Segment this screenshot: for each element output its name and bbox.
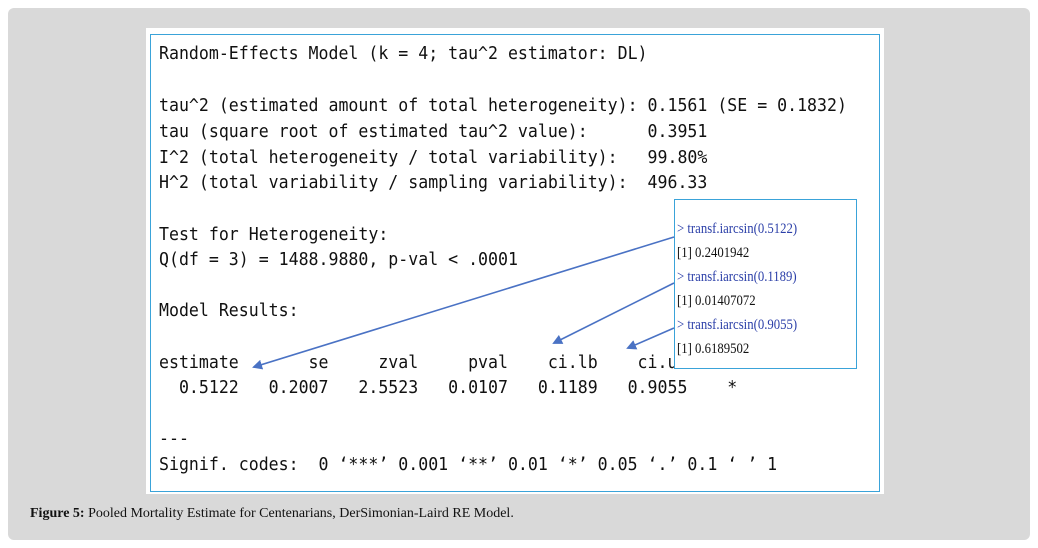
signif-codes-line: Signif. codes: 0 ‘***’ 0.001 ‘**’ 0.01 ‘… <box>159 454 778 475</box>
console-result-2: [1] 0.01407072 <box>677 293 756 309</box>
console-command-3: > transf.iarcsin(0.9055) <box>677 317 798 333</box>
caption-label: Figure 5: <box>30 506 85 521</box>
console-result-3: [1] 0.6189502 <box>677 341 750 357</box>
model-header-line: Random-Effects Model (k = 4; tau^2 estim… <box>159 43 648 64</box>
i2-line: I^2 (total heterogeneity / total variabi… <box>159 147 708 168</box>
tau2-line: tau^2 (estimated amount of total heterog… <box>159 95 847 116</box>
results-header-row: estimate se zval pval ci.lb ci.ub <box>159 352 688 373</box>
results-value-row: 0.5122 0.2007 2.5523 0.0107 0.1189 0.905… <box>159 377 738 398</box>
r-output-box <box>150 34 880 492</box>
console-command-2: > transf.iarcsin(0.1189) <box>677 269 797 285</box>
q-test-line: Q(df = 3) = 1488.9880, p-val < .0001 <box>159 249 518 270</box>
console-box <box>674 199 857 369</box>
heterogeneity-heading: Test for Heterogeneity: <box>159 224 389 245</box>
separator-line: --- <box>159 428 189 449</box>
caption-text: Pooled Mortality Estimate for Centenaria… <box>84 506 514 521</box>
tau-line: tau (square root of estimated tau^2 valu… <box>159 121 708 142</box>
console-result-1: [1] 0.2401942 <box>677 245 750 261</box>
console-command-1: > transf.iarcsin(0.5122) <box>677 221 798 237</box>
model-results-heading: Model Results: <box>159 300 299 321</box>
h2-line: H^2 (total variability / sampling variab… <box>159 172 708 193</box>
figure-caption: Figure 5: Pooled Mortality Estimate for … <box>30 506 514 522</box>
